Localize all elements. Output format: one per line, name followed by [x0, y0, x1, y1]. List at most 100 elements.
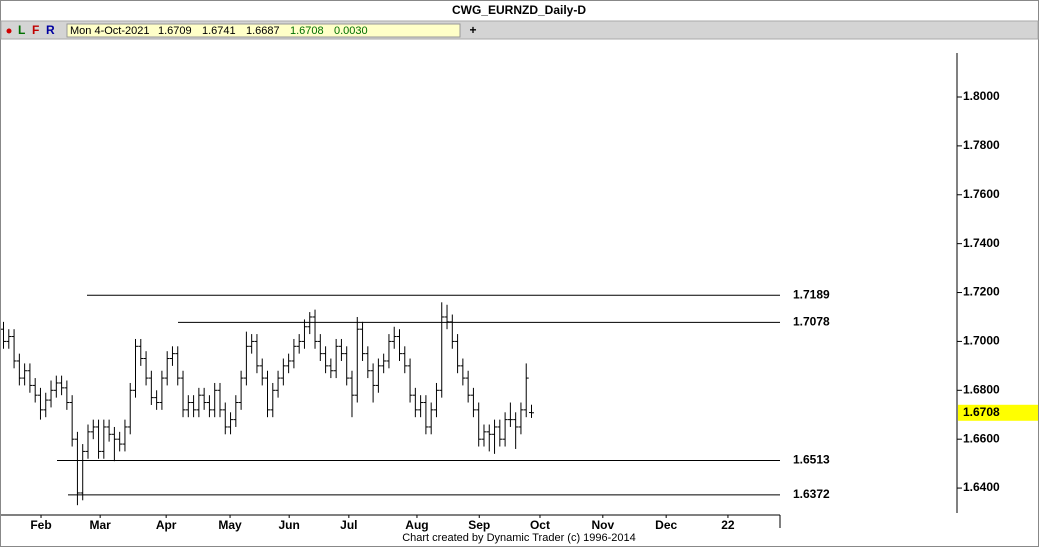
- ohlc-bar: [360, 321, 366, 361]
- y-tick-label: 1.7600: [963, 187, 1000, 201]
- ohlc-bar: [301, 319, 307, 349]
- ohlc-bar: [391, 326, 397, 349]
- ohlc-bar: [386, 334, 392, 369]
- ohlc-bar: [53, 375, 59, 398]
- ohlc-bar: [254, 334, 260, 374]
- x-tick-label: May: [218, 518, 242, 532]
- ohlc-bar: [439, 302, 445, 398]
- ohlc-bar: [518, 402, 524, 435]
- ohlc-bar: [433, 382, 439, 418]
- ohlc-bar: [523, 363, 529, 418]
- info-low: 1.6687: [246, 25, 280, 37]
- ohlc-bar: [455, 334, 461, 374]
- ohlc-bar: [22, 363, 28, 386]
- ohlc-bar: [148, 370, 154, 405]
- y-tick-label: 1.7000: [963, 334, 1000, 348]
- ohlc-bar: [365, 346, 371, 379]
- ohlc-bar: [333, 338, 339, 379]
- info-high: 1.6741: [202, 25, 236, 37]
- window-title: CWG_EURNZD_Daily-D: [452, 3, 586, 17]
- ohlc-bar: [502, 412, 508, 447]
- crosshair-button[interactable]: +: [469, 23, 476, 37]
- ohlc-bar: [191, 395, 197, 418]
- info-box: [66, 23, 461, 38]
- ohlc-bar: [16, 353, 22, 386]
- ohlc-bar: [354, 316, 360, 403]
- ohlc-bar: [127, 382, 133, 435]
- ohlc-bar: [1, 321, 7, 349]
- ohlc-bar: [138, 338, 144, 366]
- ohlc-bar: [444, 304, 450, 330]
- ohlc-bar: [196, 387, 202, 418]
- ohlc-bar: [69, 395, 75, 447]
- ohlc-bar: [85, 424, 91, 459]
- ohlc-bar: [133, 338, 139, 398]
- level-label: 1.6513: [793, 453, 830, 467]
- ohlc-bar: [180, 370, 186, 418]
- level-label: 1.7189: [793, 287, 830, 301]
- ohlc-bar: [117, 431, 123, 452]
- ohlc-bar: [349, 370, 355, 418]
- last-price-tag: [958, 404, 1038, 421]
- ohlc-bar: [280, 358, 286, 386]
- ohlc-bar: [6, 329, 12, 349]
- ohlc-bar: [375, 358, 381, 393]
- ohlc-bar: [111, 426, 117, 462]
- ohlc-bar: [402, 346, 408, 374]
- y-tick-label: 1.7400: [963, 236, 1000, 250]
- ohlc-bar: [270, 382, 276, 418]
- ohlc-bar: [233, 395, 239, 427]
- ohlc-bar: [74, 431, 80, 506]
- ohlc-bar: [154, 390, 160, 410]
- ohlc-bar: [159, 370, 165, 410]
- x-tick-label: Oct: [530, 518, 550, 532]
- toolbar-button-l[interactable]: L: [18, 23, 25, 37]
- x-tick-label: 22: [721, 518, 735, 532]
- ohlc-bar: [43, 392, 49, 418]
- ohlc-bar: [465, 370, 471, 403]
- level-label: 1.7078: [793, 315, 830, 329]
- y-tick-label: 1.6400: [963, 480, 1000, 494]
- ohlc-bar: [11, 329, 17, 369]
- ohlc-bar: [296, 334, 302, 354]
- ohlc-bar: [59, 375, 65, 396]
- ohlc-bar: [370, 363, 376, 403]
- ohlc-bar: [37, 387, 43, 420]
- x-tick-label: Jul: [340, 518, 357, 532]
- ohlc-bar: [185, 395, 191, 418]
- x-tick-label: Sep: [468, 518, 490, 532]
- ohlc-bar: [101, 419, 107, 459]
- ohlc-bar: [217, 382, 223, 418]
- ohlc-bar: [381, 353, 387, 374]
- ohlc-bar: [212, 382, 218, 418]
- x-tick-label: Feb: [30, 518, 51, 532]
- ohlc-bar: [122, 419, 128, 452]
- ohlc-bar: [470, 387, 476, 418]
- footer-credit: Chart created by Dynamic Trader (c) 1996…: [402, 532, 636, 544]
- ohlc-bar: [317, 334, 323, 361]
- ohlc-bar: [32, 378, 38, 403]
- y-tick-label: 1.7200: [963, 285, 1000, 299]
- ohlc-bar: [249, 334, 255, 354]
- y-tick-label: 1.8000: [963, 89, 1000, 103]
- ohlc-bar: [64, 380, 70, 410]
- y-tick-label: 1.6600: [963, 431, 1000, 445]
- y-tick-label: 1.6800: [963, 382, 1000, 396]
- ohlc-bar: [259, 358, 265, 386]
- x-tick-label: Nov: [591, 518, 614, 532]
- info-date: Mon 4-Oct-2021: [70, 25, 149, 37]
- ohlc-bar: [486, 424, 492, 452]
- ohlc-bar: [476, 402, 482, 447]
- toolbar-button-f[interactable]: F: [32, 23, 39, 37]
- ohlc-bar: [275, 370, 281, 398]
- ohlc-bar: [412, 387, 418, 418]
- ohlc-bar: [407, 358, 413, 403]
- ohlc-bar: [423, 395, 429, 435]
- toolbar-button-r[interactable]: R: [46, 23, 55, 37]
- x-tick-label: Dec: [655, 518, 677, 532]
- ohlc-bar: [265, 370, 271, 418]
- ohlc-bar: [143, 351, 149, 386]
- level-label: 1.6372: [793, 487, 830, 501]
- ohlc-bar: [328, 358, 334, 379]
- ohlc-bar: [291, 338, 297, 369]
